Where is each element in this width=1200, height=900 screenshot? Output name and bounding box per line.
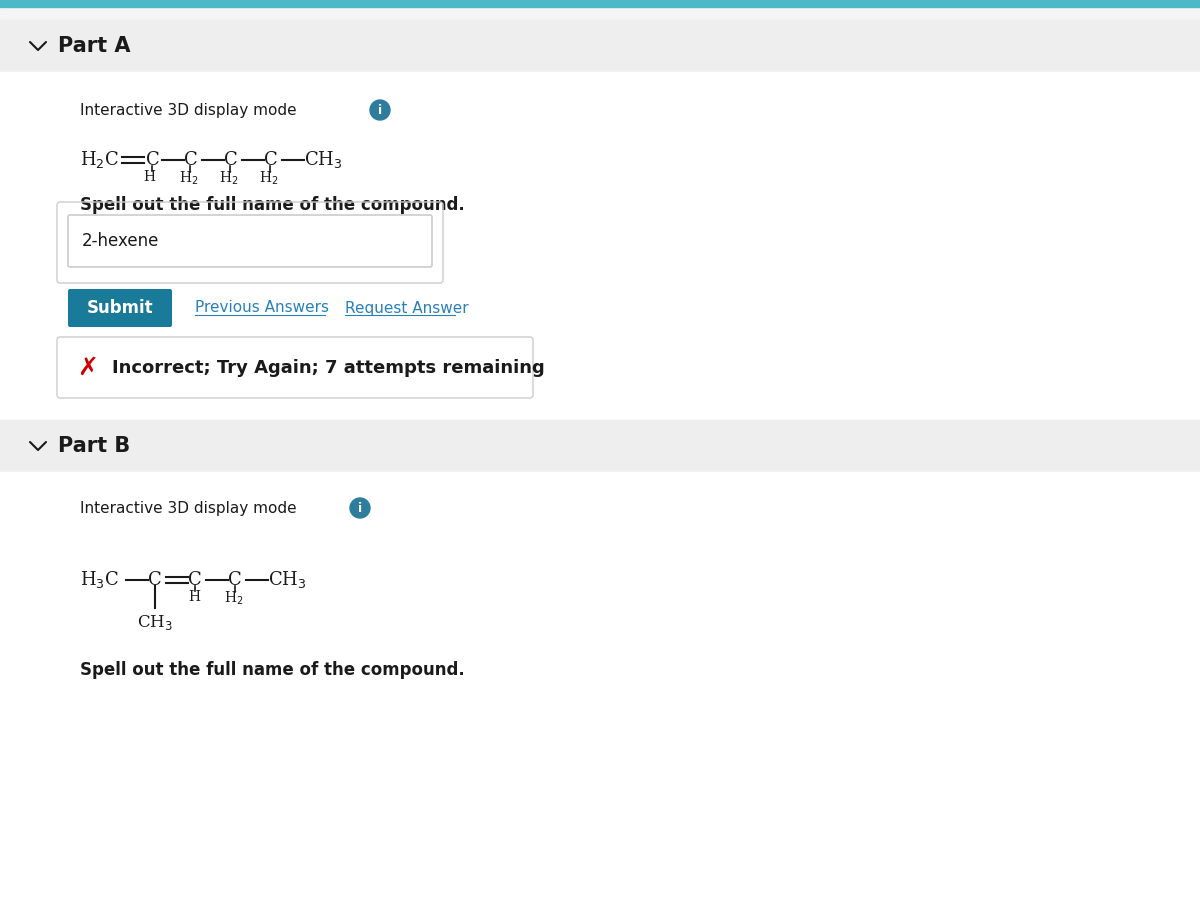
Text: CH$_3$: CH$_3$ (304, 149, 342, 170)
Text: Request Answer: Request Answer (346, 301, 469, 316)
Text: Incorrect; Try Again; 7 attempts remaining: Incorrect; Try Again; 7 attempts remaini… (112, 359, 545, 377)
Text: H$_2$: H$_2$ (259, 169, 278, 186)
Text: Interactive 3D display mode: Interactive 3D display mode (80, 103, 296, 118)
Text: Part A: Part A (58, 36, 131, 56)
Text: C: C (146, 151, 160, 169)
Text: H$_2$: H$_2$ (220, 169, 239, 186)
Text: C: C (228, 571, 241, 589)
FancyBboxPatch shape (58, 337, 533, 398)
Bar (0, 420, 1200, 472)
Text: H: H (188, 590, 200, 604)
Text: H$_2$C: H$_2$C (80, 149, 119, 170)
Text: ✗: ✗ (78, 356, 98, 380)
Text: H$_2$: H$_2$ (224, 590, 244, 607)
Text: Submit: Submit (86, 299, 154, 317)
Bar (0, 20, 1200, 72)
Text: 2-hexene: 2-hexene (82, 232, 160, 250)
Text: C: C (224, 151, 238, 169)
Text: CH$_3$: CH$_3$ (137, 613, 173, 632)
Text: C: C (264, 151, 277, 169)
Bar (0, 472, 1200, 900)
Text: C: C (188, 571, 202, 589)
Text: Interactive 3D display mode: Interactive 3D display mode (80, 500, 296, 516)
Text: Spell out the full name of the compound.: Spell out the full name of the compound. (80, 661, 464, 679)
Circle shape (370, 100, 390, 120)
Text: i: i (358, 501, 362, 515)
Text: C: C (148, 571, 162, 589)
Text: i: i (378, 104, 382, 116)
Bar (0, 0, 1200, 7)
Circle shape (350, 498, 370, 518)
Bar (0, 72, 1200, 470)
FancyBboxPatch shape (68, 215, 432, 267)
Text: H$_3$C: H$_3$C (80, 570, 119, 590)
Text: H$_2$: H$_2$ (179, 169, 199, 186)
Text: C: C (184, 151, 198, 169)
Text: Spell out the full name of the compound.: Spell out the full name of the compound. (80, 196, 464, 214)
FancyBboxPatch shape (68, 289, 172, 327)
Text: CH$_3$: CH$_3$ (268, 570, 306, 590)
Text: Part B: Part B (58, 436, 131, 456)
Text: Previous Answers: Previous Answers (194, 301, 329, 316)
Text: H: H (143, 170, 155, 184)
